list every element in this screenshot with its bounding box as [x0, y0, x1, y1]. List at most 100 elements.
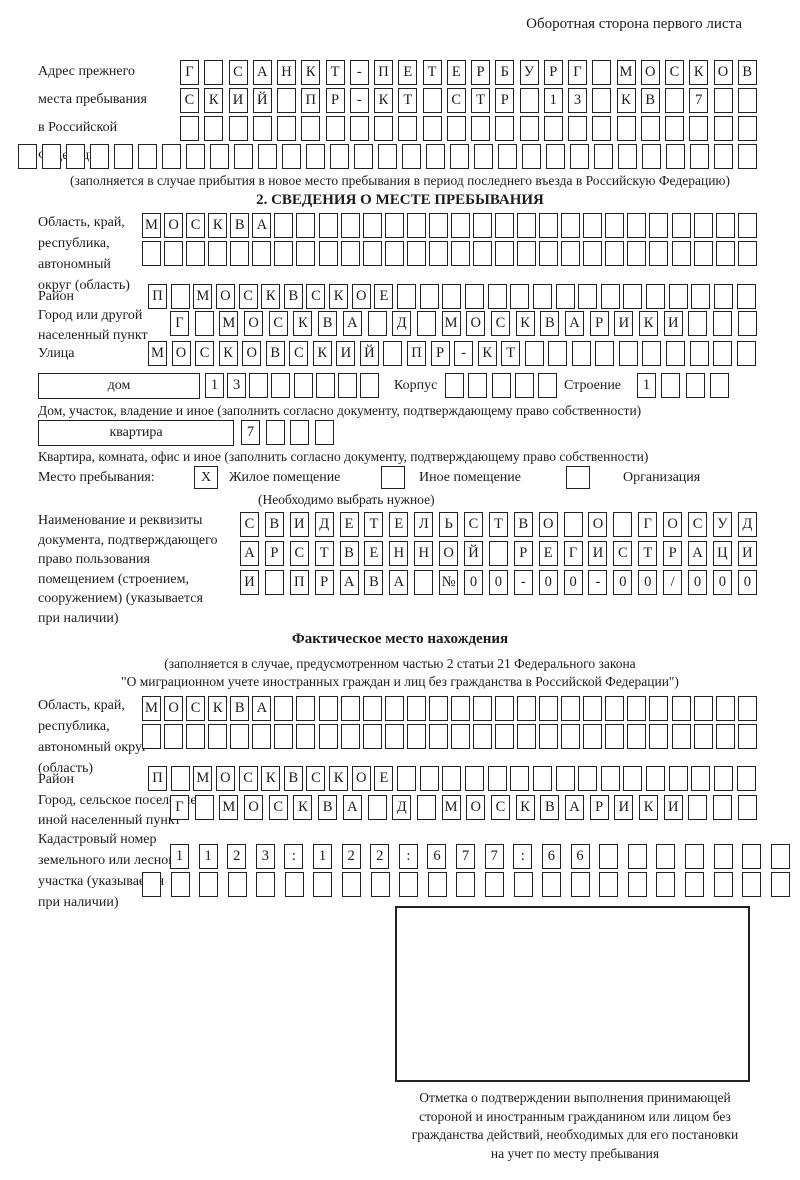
char-cell[interactable]: К — [374, 88, 393, 113]
char-cell[interactable]: О — [351, 284, 371, 309]
char-cell[interactable] — [450, 241, 470, 266]
char-cell[interactable]: М — [441, 795, 461, 820]
char-cell[interactable]: В — [264, 512, 284, 537]
char-cell[interactable]: 0 — [638, 570, 658, 595]
char-cell[interactable] — [378, 144, 397, 169]
char-cell[interactable] — [265, 420, 285, 445]
char-cell[interactable] — [180, 116, 199, 141]
char-cell[interactable] — [293, 373, 313, 398]
char-cell[interactable] — [337, 373, 357, 398]
char-cell[interactable]: О — [244, 795, 264, 820]
char-cell[interactable] — [640, 116, 660, 141]
char-cell[interactable] — [690, 144, 709, 169]
char-cell[interactable] — [688, 311, 708, 336]
char-cell[interactable] — [668, 766, 688, 791]
char-cell[interactable] — [354, 144, 373, 169]
char-cell[interactable]: 0 — [488, 570, 508, 595]
char-cell[interactable] — [252, 724, 272, 749]
char-cell[interactable]: К — [616, 88, 636, 113]
char-cell[interactable]: Н — [389, 541, 409, 566]
char-cell[interactable]: К — [312, 341, 332, 366]
char-cell[interactable] — [642, 341, 662, 366]
char-cell[interactable] — [397, 284, 417, 309]
char-cell[interactable] — [164, 724, 184, 749]
char-cell[interactable]: Д — [737, 512, 757, 537]
char-cell[interactable] — [170, 284, 190, 309]
char-cell[interactable] — [561, 724, 581, 749]
char-cell[interactable]: О — [215, 766, 235, 791]
char-cell[interactable] — [349, 116, 369, 141]
char-cell[interactable]: О — [538, 512, 558, 537]
char-cell[interactable]: А — [389, 570, 409, 595]
char-cell[interactable]: Р — [314, 570, 334, 595]
char-cell[interactable]: С — [665, 60, 684, 85]
char-cell[interactable] — [671, 213, 691, 238]
char-cell[interactable] — [568, 116, 587, 141]
char-cell[interactable] — [313, 872, 333, 897]
char-cell[interactable]: - — [349, 60, 369, 85]
char-cell[interactable] — [616, 116, 636, 141]
char-cell[interactable] — [613, 512, 633, 537]
char-cell[interactable]: К — [639, 311, 659, 336]
char-cell[interactable]: Ь — [439, 512, 459, 537]
char-cell[interactable] — [264, 570, 284, 595]
char-cell[interactable] — [484, 872, 504, 897]
char-cell[interactable] — [583, 724, 603, 749]
char-cell[interactable]: Д — [392, 795, 412, 820]
char-cell[interactable] — [162, 144, 181, 169]
char-cell[interactable] — [194, 795, 214, 820]
char-cell[interactable]: Д — [314, 512, 334, 537]
char-cell[interactable] — [384, 724, 404, 749]
char-cell[interactable]: О — [244, 311, 264, 336]
char-cell[interactable]: Й — [252, 88, 272, 113]
char-cell[interactable] — [495, 724, 514, 749]
char-cell[interactable]: И — [240, 570, 259, 595]
char-cell[interactable] — [384, 213, 404, 238]
char-cell[interactable]: М — [616, 60, 636, 85]
char-cell[interactable] — [318, 696, 338, 721]
char-cell[interactable] — [472, 213, 492, 238]
char-cell[interactable] — [256, 872, 276, 897]
char-cell[interactable] — [204, 60, 224, 85]
char-cell[interactable]: Р — [471, 60, 490, 85]
char-cell[interactable]: К — [329, 284, 349, 309]
char-cell[interactable] — [592, 116, 612, 141]
char-cell[interactable] — [114, 144, 133, 169]
char-cell[interactable]: Р — [589, 795, 609, 820]
char-cell[interactable] — [685, 373, 705, 398]
char-cell[interactable] — [296, 696, 316, 721]
char-cell[interactable]: Р — [513, 541, 533, 566]
char-cell[interactable] — [627, 724, 647, 749]
char-cell[interactable] — [514, 373, 534, 398]
char-cell[interactable]: Г — [568, 60, 587, 85]
char-cell[interactable] — [416, 311, 436, 336]
char-cell[interactable]: И — [289, 512, 309, 537]
char-cell[interactable]: К — [515, 311, 535, 336]
char-cell[interactable] — [714, 144, 733, 169]
char-cell[interactable] — [623, 766, 643, 791]
char-cell[interactable] — [199, 872, 219, 897]
char-cell[interactable] — [474, 144, 493, 169]
char-cell[interactable] — [668, 284, 688, 309]
char-cell[interactable] — [684, 844, 704, 869]
char-cell[interactable] — [666, 341, 686, 366]
char-cell[interactable] — [406, 241, 426, 266]
char-cell[interactable]: Р — [495, 88, 515, 113]
char-cell[interactable]: С — [268, 795, 288, 820]
char-cell[interactable] — [42, 144, 61, 169]
char-cell[interactable] — [627, 872, 647, 897]
char-cell[interactable] — [456, 872, 476, 897]
char-cell[interactable]: В — [283, 766, 303, 791]
char-cell[interactable] — [271, 373, 291, 398]
char-cell[interactable] — [274, 696, 294, 721]
char-cell[interactable]: Г — [638, 512, 658, 537]
char-cell[interactable] — [539, 724, 559, 749]
char-cell[interactable]: Т — [488, 512, 508, 537]
char-cell[interactable]: К — [639, 795, 659, 820]
char-cell[interactable] — [546, 144, 565, 169]
char-cell[interactable]: 0 — [464, 570, 484, 595]
char-cell[interactable]: С — [228, 60, 248, 85]
char-cell[interactable] — [296, 241, 316, 266]
char-cell[interactable] — [517, 241, 537, 266]
stay-checkbox-residential[interactable]: X — [194, 466, 218, 489]
